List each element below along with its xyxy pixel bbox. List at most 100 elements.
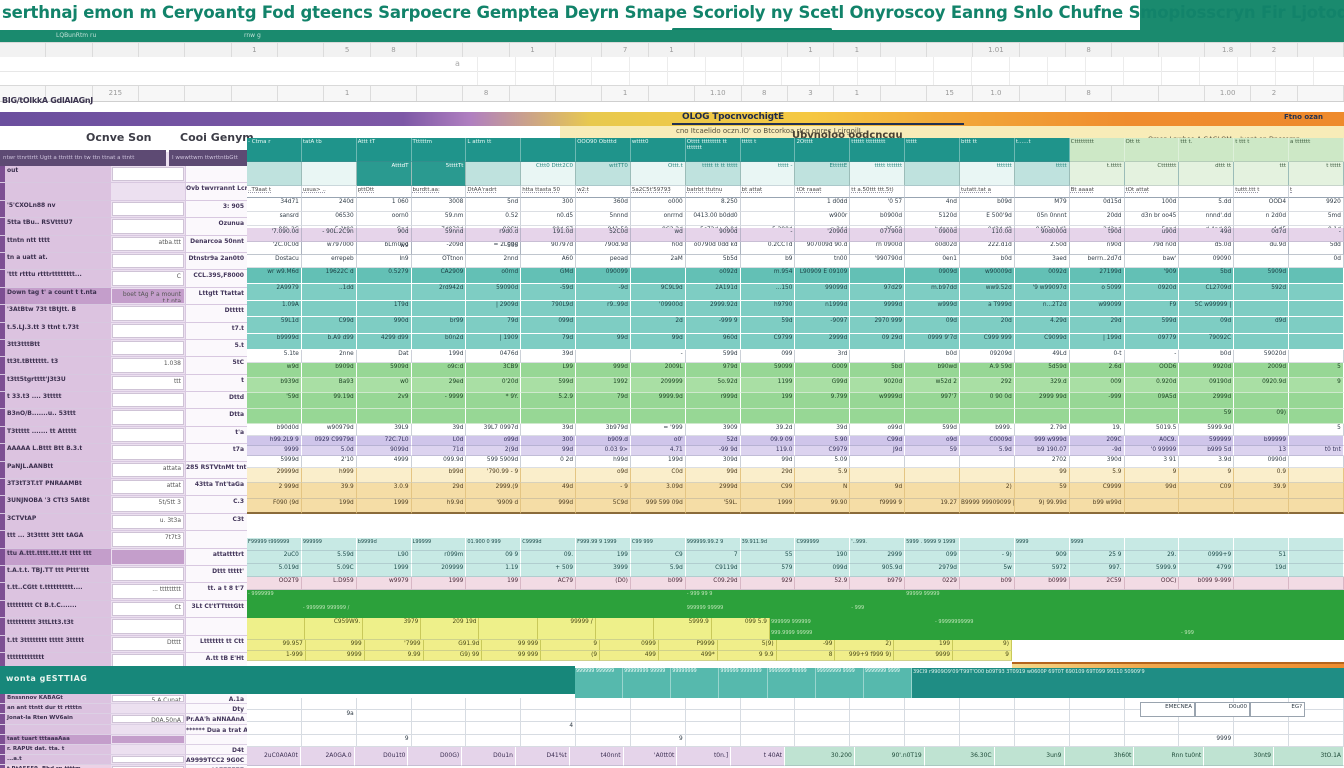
grid-cell[interactable] xyxy=(740,212,796,227)
grid-cell[interactable]: 5nd xyxy=(466,198,522,213)
grid-cell[interactable]: 199d xyxy=(301,498,357,514)
grid-cell[interactable] xyxy=(247,698,302,711)
grid-cell[interactable]: 5.2.9 xyxy=(521,393,577,409)
column-number-cell[interactable]: 5 xyxy=(324,43,371,58)
field-input[interactable]: 1.038 xyxy=(112,358,184,373)
grid-cell[interactable]: 5w xyxy=(959,564,1015,577)
field-value[interactable]: t7a xyxy=(185,444,247,461)
grid-cell[interactable]: 300 xyxy=(521,436,577,446)
grid-cell[interactable]: 0.2CCTd xyxy=(740,240,796,255)
column-number-cell[interactable]: 8 xyxy=(742,86,788,101)
grid-cell[interactable] xyxy=(795,590,850,604)
grid-cell[interactable]: Ottt.t xyxy=(630,162,686,186)
field-input[interactable]: RtnArtNBU8 xyxy=(112,766,184,768)
grid-cell[interactable]: w797000 xyxy=(301,240,357,255)
grid-cell[interactable]: tttttt ttttttttt xyxy=(850,138,906,162)
grid-cell[interactable]: Ott tt xyxy=(1124,138,1180,162)
grid-cell[interactable]: 309d xyxy=(685,456,741,468)
grid-cell[interactable]: m.b97dd xyxy=(905,284,960,301)
grid-cell[interactable]: - 90L.2C9n xyxy=(301,228,357,242)
grid-cell[interactable]: 4nd xyxy=(905,198,960,213)
grid-cell[interactable] xyxy=(466,710,522,723)
grid-cell[interactable]: ttttt xyxy=(1014,162,1070,186)
grid-cell[interactable]: tt a.50ttt ttt.5t) xyxy=(850,186,906,198)
grid-cell[interactable]: - Ctma r xyxy=(247,138,302,162)
grid-cell[interactable] xyxy=(850,710,906,723)
column-number-cell[interactable] xyxy=(1298,86,1344,101)
grid-cell[interactable]: 39d xyxy=(521,350,577,363)
grid-cell[interactable]: C9 xyxy=(630,551,686,564)
grid-cell[interactable]: rn 0900d xyxy=(850,240,906,255)
grid-cell[interactable] xyxy=(1124,498,1180,514)
grid-cell[interactable]: ..1dd xyxy=(301,284,357,301)
grid-cell[interactable]: L.D959 xyxy=(301,577,357,590)
grid-cell[interactable]: bttt tt xyxy=(959,138,1015,162)
grid-cell[interactable] xyxy=(466,698,522,711)
grid-cell[interactable]: 3un9 xyxy=(994,747,1065,766)
grid-cell[interactable]: 'A0tt0t xyxy=(623,747,678,766)
grid-cell[interactable]: - 999999 999999 / xyxy=(302,605,350,611)
grid-cell[interactable]: 3909 xyxy=(685,424,741,436)
grid-cell[interactable] xyxy=(905,186,960,198)
grid-cell[interactable]: 09 29d xyxy=(850,333,906,350)
grid-cell[interactable] xyxy=(466,162,522,186)
grid-cell[interactable]: 3.09d xyxy=(630,483,686,499)
grid-cell[interactable] xyxy=(411,300,467,318)
grid-cell[interactable]: 52d xyxy=(685,436,741,446)
grid-cell[interactable] xyxy=(1289,436,1344,446)
grid-cell[interactable] xyxy=(1289,722,1344,735)
grid-cell[interactable]: 0.920d xyxy=(1124,378,1180,394)
grid-cell[interactable] xyxy=(1098,629,1180,640)
grid-cell[interactable]: 300 xyxy=(521,198,577,213)
grid-cell[interactable]: 79d n0d xyxy=(1124,240,1180,255)
grid-cell[interactable]: sansrd xyxy=(247,212,302,227)
grid-cell[interactable]: 59nnd xyxy=(411,228,467,242)
grid-cell[interactable]: o092d xyxy=(685,268,741,285)
grid-cell[interactable]: 20dd xyxy=(1069,212,1125,227)
grid-cell[interactable]: 2) xyxy=(959,483,1015,499)
grid-cell[interactable] xyxy=(411,408,467,424)
grid-cell[interactable]: C0d xyxy=(630,468,686,484)
field-value[interactable]: Dtnstr9a 2an0t0 xyxy=(185,252,247,270)
grid-cell[interactable]: | 199d xyxy=(1069,333,1125,350)
grid-cell[interactable] xyxy=(1070,604,1125,618)
grid-cell[interactable]: n0.d5 xyxy=(521,212,577,227)
grid-cell[interactable]: 1 d0dd xyxy=(795,198,851,213)
grid-cell[interactable]: - 999 xyxy=(1181,630,1194,636)
grid-cell[interactable]: 390d xyxy=(1069,456,1125,468)
grid-cell[interactable]: 19d xyxy=(1234,564,1290,577)
grid-cell[interactable] xyxy=(466,408,522,424)
grid-cell[interactable]: 2009d xyxy=(1234,363,1290,379)
grid-cell[interactable]: F9 xyxy=(1124,300,1180,318)
grid-cell[interactable]: 999 xyxy=(305,640,365,651)
grid-cell[interactable] xyxy=(1289,393,1344,409)
grid-cell[interactable]: 0092d xyxy=(1014,268,1070,285)
grid-cell[interactable]: 2 999d xyxy=(247,483,302,499)
grid-cell[interactable]: 9) 99.99d xyxy=(1014,498,1070,514)
grid-cell[interactable]: 59 xyxy=(1179,408,1235,424)
grid-cell[interactable] xyxy=(1262,618,1344,629)
grid-cell[interactable]: 09190d xyxy=(1179,378,1235,394)
grid-cell[interactable]: 599d xyxy=(685,350,741,363)
grid-cell[interactable] xyxy=(795,604,850,618)
column-number-cell[interactable] xyxy=(881,43,927,58)
grid-cell[interactable]: 599d xyxy=(905,424,960,436)
grid-cell[interactable]: 599d xyxy=(521,378,577,394)
grid-cell[interactable]: L attm tt xyxy=(466,138,522,162)
grid-cell[interactable] xyxy=(1015,590,1070,604)
grid-cell[interactable]: Cttttttt xyxy=(1124,162,1180,186)
grid-cell[interactable]: L90909 E 09109 xyxy=(795,268,851,285)
grid-cell[interactable]: 09209d xyxy=(959,350,1015,363)
grid-cell[interactable]: 0929 C9979d xyxy=(301,436,357,446)
grid-cell[interactable]: 90'.n0T19 xyxy=(854,747,925,766)
grid-cell[interactable]: Cttt0 Dttt2C0 xyxy=(521,162,577,186)
grid-cell[interactable]: 4299 d99 xyxy=(356,333,412,350)
grid-cell[interactable] xyxy=(1014,710,1070,723)
grid-cell[interactable] xyxy=(1234,722,1290,735)
grid-cell[interactable]: b9999d xyxy=(247,333,302,350)
grid-cell[interactable]: 5.9d xyxy=(630,564,686,577)
grid-cell[interactable] xyxy=(1015,604,1070,618)
grid-cell[interactable]: 99d xyxy=(576,333,631,350)
grid-cell[interactable]: 209C xyxy=(1069,436,1125,446)
grid-cell[interactable]: 0999 xyxy=(600,640,659,651)
